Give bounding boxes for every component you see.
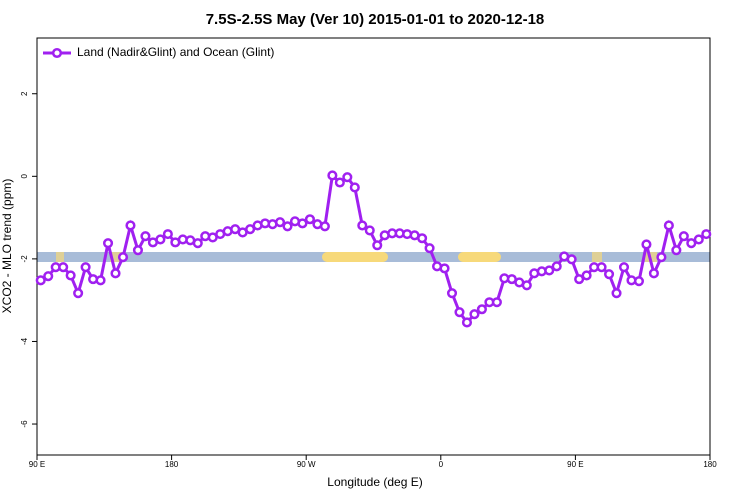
point (192, 238, 203, 249)
y-tick-label: -4 (20, 337, 29, 345)
point (342, 172, 353, 183)
point (274, 217, 286, 228)
point (686, 238, 697, 249)
chart-title: 7.5S-2.5S May (Ver 10) 2015-01-01 to 202… (206, 11, 545, 28)
x-tick-label: 0 (439, 460, 444, 469)
x-tick-label: 90 E (29, 460, 45, 469)
point (110, 268, 121, 279)
point (656, 252, 667, 263)
y-tick-label: 0 (20, 174, 29, 179)
point (663, 220, 674, 231)
y-axis-title: XCO2 - MLO trend (ppm) (0, 179, 14, 314)
legend-label: Land (Nadir&Glint) and Ocean (Glint) (77, 45, 274, 59)
y-tick-label: -2 (20, 255, 29, 263)
point (641, 239, 652, 250)
point (671, 245, 682, 256)
point (132, 245, 143, 256)
point (476, 304, 487, 315)
point (58, 262, 69, 273)
x-tick-label: 90 E (567, 460, 583, 469)
point (454, 307, 465, 318)
point (65, 270, 76, 281)
point (162, 229, 173, 240)
point (43, 271, 54, 282)
point (155, 234, 166, 245)
y-tick-label: -6 (20, 420, 29, 428)
surface-strip (37, 252, 710, 262)
point (35, 275, 46, 286)
x-tick-label: 90 W (297, 460, 316, 469)
point (80, 262, 91, 273)
x-tick-label: 180 (165, 460, 179, 469)
point (357, 220, 368, 231)
point (521, 280, 532, 291)
point (596, 262, 607, 273)
point (604, 269, 615, 280)
point (95, 275, 106, 286)
point (491, 297, 502, 308)
point (117, 252, 129, 263)
point (648, 268, 659, 279)
point (439, 263, 450, 274)
point (319, 221, 330, 232)
point (304, 214, 315, 225)
point (102, 238, 114, 249)
point (364, 225, 375, 236)
point (693, 234, 704, 245)
point (618, 262, 630, 273)
plot-frame (36, 37, 711, 456)
point (282, 221, 293, 232)
point (469, 309, 480, 320)
point (417, 233, 428, 244)
point (678, 231, 689, 242)
point (566, 254, 577, 265)
point (701, 229, 712, 240)
point (581, 270, 592, 281)
point (140, 231, 151, 242)
point (551, 261, 562, 272)
point (73, 288, 84, 299)
legend-marker (51, 47, 63, 59)
point (349, 182, 360, 193)
point (611, 288, 622, 299)
point (424, 243, 435, 254)
point (574, 274, 585, 285)
point (327, 170, 338, 181)
point (372, 240, 383, 251)
point (544, 265, 555, 276)
x-axis-title: Longitude (deg E) (327, 475, 422, 489)
point (461, 317, 473, 328)
point (334, 177, 345, 188)
point (297, 218, 308, 229)
point (633, 276, 645, 287)
point (245, 224, 256, 235)
x-tick-label: 180 (703, 460, 717, 469)
point (446, 288, 458, 299)
point (125, 220, 136, 231)
y-tick-label: 2 (20, 91, 29, 96)
